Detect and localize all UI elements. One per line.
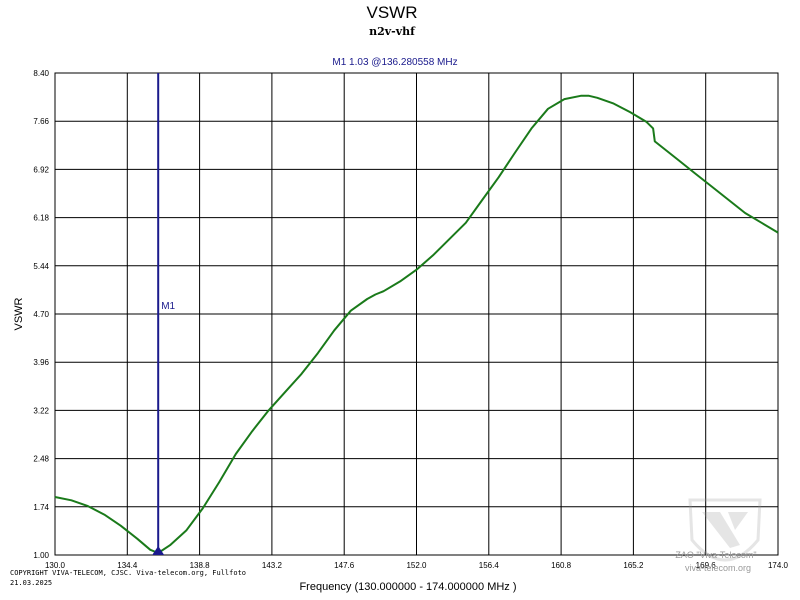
- series-layer: [54, 94, 779, 554]
- watermark-company: ZAO "Viva-Telecom": [675, 550, 756, 560]
- copyright-line1: COPYRIGHT VIVA-TELECOM, CJSC. Viva-telec…: [10, 569, 246, 577]
- chart-subtitle: n2v-vhf: [369, 25, 416, 38]
- y-tick-label: 3.22: [33, 406, 49, 415]
- x-tick-label: 156.4: [479, 561, 500, 570]
- x-tick-label: 138.8: [190, 561, 211, 570]
- watermark-logo: [688, 498, 762, 562]
- x-tick-label: 169.6: [696, 561, 717, 570]
- copyright-line2: 21.03.2025: [10, 579, 52, 587]
- y-tick-label: 8.40: [33, 69, 49, 78]
- y-tick-label: 2.48: [33, 455, 49, 464]
- y-tick-label: 6.18: [33, 214, 49, 223]
- chart-title: VSWR: [367, 3, 418, 22]
- y-axis-label: VSWR: [13, 297, 25, 330]
- marker-layer: M1: [152, 73, 176, 555]
- y-tick-label: 7.66: [33, 117, 49, 126]
- y-tick-label: 1.74: [33, 503, 49, 512]
- series-line: [54, 94, 779, 554]
- marker-label: M1: [161, 301, 175, 312]
- marker-readout: M1 1.03 @136.280558 MHz: [332, 57, 457, 68]
- y-tick-label: 6.92: [33, 165, 49, 174]
- x-tick-label: 147.6: [334, 561, 355, 570]
- x-tick-label: 130.0: [45, 561, 66, 570]
- y-tick-label: 1.00: [33, 551, 49, 560]
- watermark-site: viva-telecom.org: [685, 563, 751, 573]
- x-tick-label: 152.0: [406, 561, 427, 570]
- x-tick-label: 134.4: [117, 561, 138, 570]
- grid: [54, 72, 779, 556]
- x-tick-label: 165.2: [623, 561, 644, 570]
- marker-point: [152, 546, 165, 555]
- x-tick-label: 160.8: [551, 561, 572, 570]
- x-tick-label: 143.2: [262, 561, 283, 570]
- y-tick-label: 5.44: [33, 262, 49, 271]
- x-tick-label: 174.0: [768, 561, 789, 570]
- x-axis-label: Frequency (130.000000 - 174.000000 MHz ): [299, 581, 516, 593]
- tick-labels: 130.0 134.4 138.8 143.2 147.6 152.0 156.4 160.8…: [33, 69, 788, 570]
- y-tick-label: 3.96: [33, 358, 49, 367]
- y-tick-label: 4.70: [33, 310, 49, 319]
